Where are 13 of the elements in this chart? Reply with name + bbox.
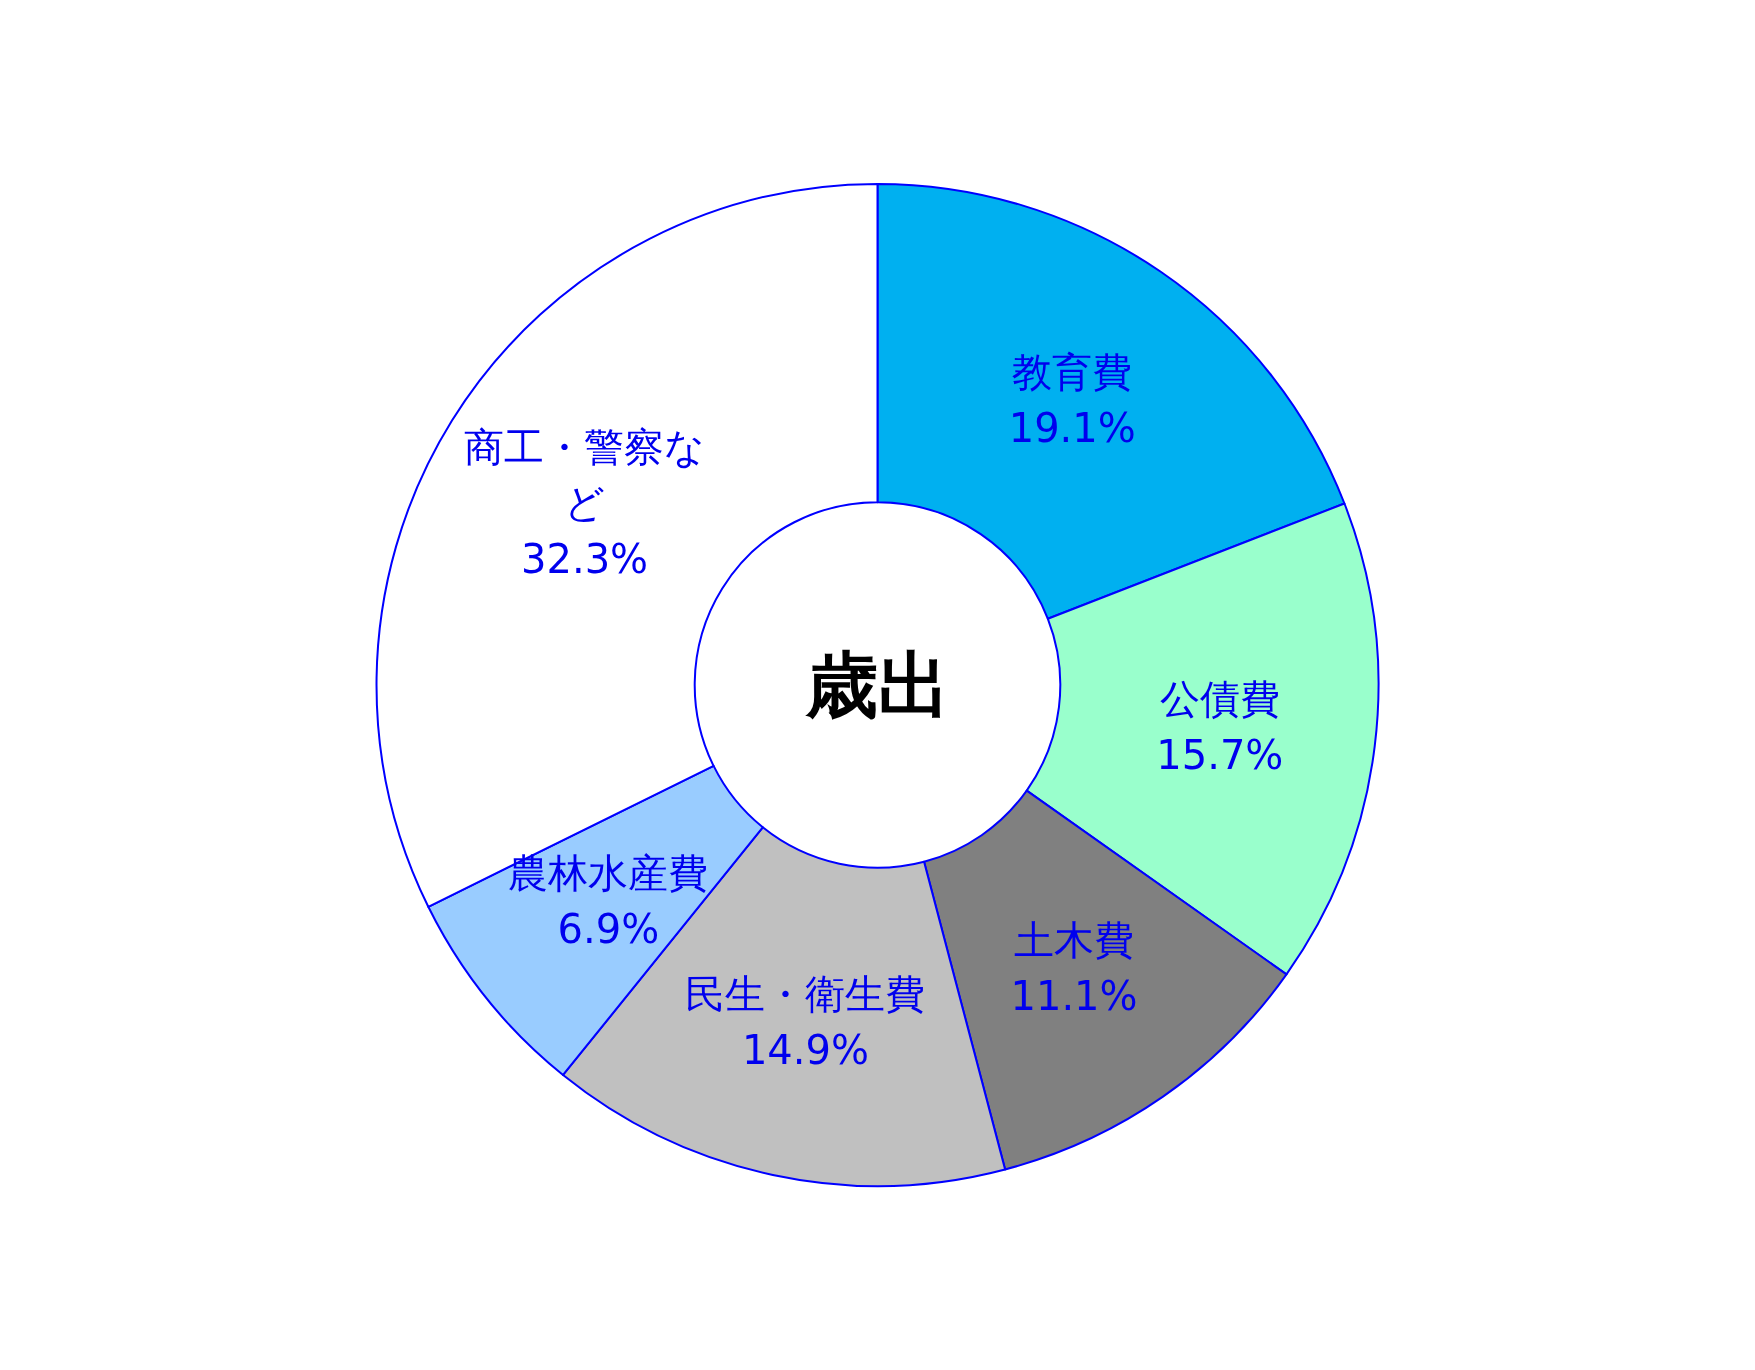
slice-label: 土木費 — [1014, 917, 1135, 964]
text: 歳出 — [804, 643, 950, 727]
data-label: 11.1% — [1010, 973, 1138, 1020]
data-label: 6.9% — [557, 905, 660, 952]
data-label: 14.9% — [741, 1027, 869, 1074]
slice-label: 公債費 — [1159, 676, 1280, 723]
data-label: 15.7% — [1156, 732, 1284, 779]
slice-label: 民生・衛生費 — [685, 971, 926, 1018]
slice-label: 農林水産費 — [508, 849, 709, 896]
data-label: 19.1% — [1008, 405, 1136, 452]
data-label: 32.3% — [521, 535, 649, 582]
slice-label: 教育費 — [1012, 349, 1133, 396]
slice-label: 商工・警察など — [464, 423, 706, 526]
